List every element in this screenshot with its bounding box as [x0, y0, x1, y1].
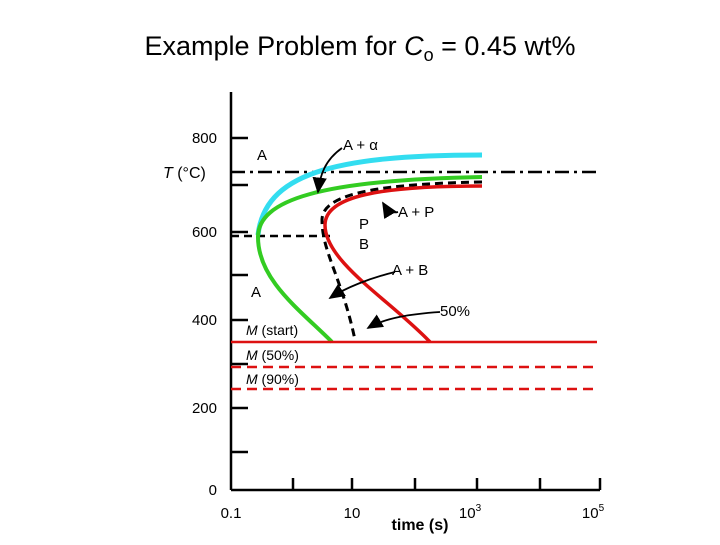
axes: [229, 92, 602, 492]
callout: A + α: [343, 137, 378, 154]
curve-50: [320, 180, 483, 341]
curve-start: [255, 175, 483, 344]
martensite-label: M (start): [246, 322, 298, 338]
y-tick: 200: [192, 400, 217, 417]
y-tick: 600: [192, 224, 217, 241]
y-tick: 400: [192, 312, 217, 329]
x-tick: 0.1: [221, 505, 242, 522]
y-tick: 800: [192, 130, 217, 147]
curve-finish: [323, 184, 483, 344]
region-label: A: [251, 284, 261, 301]
title: Example Problem for Co = 0.45 wt%: [145, 31, 576, 65]
region-label: B: [359, 236, 369, 253]
x-tick: 10: [344, 505, 361, 522]
martensite-label: M (50%): [246, 347, 299, 363]
curve-cyan: [255, 152, 483, 236]
region-label: A: [257, 147, 267, 164]
y-tick: 0: [209, 482, 217, 499]
y-axis-label: T (°C): [163, 165, 206, 182]
callout: A + P: [398, 204, 434, 221]
x-tick: 103: [459, 503, 482, 522]
callout: A + B: [392, 262, 428, 279]
arrows: [312, 147, 441, 329]
callout: 50%: [440, 303, 470, 320]
region-label: P: [359, 216, 369, 233]
martensite-label: M (90%): [246, 371, 299, 387]
x-axis-label: time (s): [392, 517, 449, 534]
x-tick: 105: [582, 503, 605, 522]
